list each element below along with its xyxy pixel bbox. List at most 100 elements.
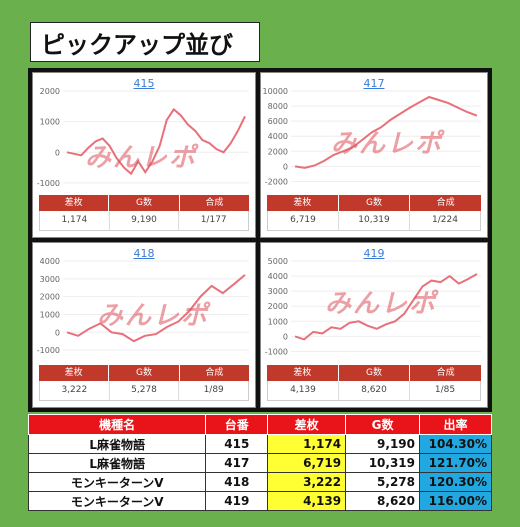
chart-panel-419: 419 5000 4000 3000 2000 1000 0 -1000 みんレポ 差枚 G… (260, 242, 488, 408)
y-tick-label: 4000 (268, 272, 288, 281)
page-title-box: ピックアップ並び (30, 22, 260, 62)
header-games: G数 (345, 414, 420, 435)
slump-graph: 2000 1000 0 -1000 (37, 87, 249, 188)
stat-header-games: G数 (109, 195, 180, 211)
cell-games: 9,190 (345, 434, 420, 454)
cell-diff: 1,174 (267, 434, 347, 454)
stats-table: 差枚 G数 合成 1,174 9,190 1/177 (39, 195, 249, 231)
y-tick-label: 4000 (40, 257, 60, 266)
stat-header-diff: 差枚 (39, 195, 110, 211)
y-tick-label: -1000 (37, 179, 60, 188)
stats-table: 差枚 G数 合成 3,222 5,278 1/89 (39, 365, 249, 401)
y-tick-label: 8000 (268, 102, 288, 111)
stat-header-games: G数 (339, 365, 411, 381)
cell-games: 5,278 (345, 472, 420, 492)
stat-value-combined: 1/224 (432, 215, 458, 225)
table-row: L麻雀物語 415 1,174 9,190 104.30% (27, 434, 492, 454)
series-line (66, 107, 246, 176)
table-row: モンキーターンV 418 3,222 5,278 120.30% (27, 472, 492, 492)
summary-header-row: 機種名 台番 差枚 G数 出率 (27, 414, 492, 435)
y-tick-label: 0 (283, 332, 288, 341)
stat-value-combined: 1/177 (200, 215, 227, 225)
cell-games: 8,620 (345, 491, 420, 511)
stats-table: 差枚 G数 合成 6,719 10,319 1/224 (267, 195, 481, 231)
stat-value-games: 5,278 (110, 381, 180, 400)
y-tick-label: -1000 (265, 347, 288, 356)
series-line (66, 274, 246, 343)
watermark: みんレポ (331, 129, 444, 159)
watermark: みんレポ (325, 289, 438, 319)
series-line (294, 95, 478, 169)
stat-header-combined: 合成 (436, 198, 455, 208)
cell-machine-name: L麻雀物語 (27, 453, 207, 473)
stat-value-combined: 1/89 (203, 385, 224, 395)
y-tick-label: 10000 (263, 87, 288, 96)
y-tick-label: 2000 (268, 147, 288, 156)
cell-payout: 120.30% (419, 472, 492, 492)
cell-payout: 104.30% (419, 434, 492, 454)
machine-number-link[interactable]: 419 (363, 247, 385, 260)
cell-machine-name: モンキーターンV (27, 472, 207, 492)
y-tick-label: 0 (283, 162, 288, 171)
stat-header-games: G数 (109, 365, 180, 381)
cell-machine-name: モンキーターンV (27, 491, 207, 511)
cell-machine-name: L麻雀物語 (27, 434, 207, 454)
table-row: モンキーターンV 419 4,139 8,620 116.00% (27, 491, 492, 511)
stat-value-diff: 1,174 (40, 211, 110, 230)
chart-panel-415: 415 2000 1000 0 -1000 みんレポ 差枚 G数 合成 1,174 9… (32, 72, 256, 238)
y-tick-label: 2000 (268, 302, 288, 311)
y-tick-label: 2000 (40, 87, 60, 96)
y-tick-label: 1000 (268, 317, 288, 326)
slump-graph: 10000 8000 6000 4000 2000 0 -2000 (263, 87, 481, 186)
cell-machine-number: 417 (205, 453, 269, 473)
y-tick-label: 2000 (40, 293, 60, 302)
stats-table: 差枚 G数 合成 4,139 8,620 1/85 (267, 365, 481, 401)
summary-table: 機種名 台番 差枚 G数 出率 L麻雀物語 415 1,174 9,190 10… (27, 414, 492, 511)
stat-value-combined: 1/85 (434, 385, 456, 395)
y-tick-label: 3000 (268, 287, 288, 296)
cell-diff: 3,222 (267, 472, 347, 492)
slump-graph: 5000 4000 3000 2000 1000 0 -1000 (265, 257, 481, 356)
stat-value-diff: 6,719 (268, 211, 339, 230)
y-tick-label: 1000 (40, 118, 60, 127)
header-machine-number: 台番 (205, 414, 269, 435)
stat-header-combined: 合成 (205, 368, 224, 378)
watermark: みんレポ (97, 301, 210, 331)
machine-number-link[interactable]: 415 (133, 77, 155, 90)
machine-number-link[interactable]: 418 (133, 247, 155, 260)
header-machine-name: 機種名 (27, 414, 207, 435)
y-tick-label: -2000 (265, 177, 288, 186)
y-tick-label: 4000 (268, 132, 288, 141)
stat-header-diff: 差枚 (267, 365, 339, 381)
y-tick-label: 5000 (268, 257, 288, 266)
header-payout: 出率 (419, 414, 492, 435)
y-tick-label: 6000 (268, 117, 288, 126)
stat-value-diff: 3,222 (40, 381, 110, 400)
watermark: みんレポ (85, 143, 198, 173)
y-tick-label: 0 (55, 328, 60, 337)
cell-diff: 6,719 (267, 453, 347, 473)
series-line (294, 273, 478, 341)
cell-games: 10,319 (345, 453, 420, 473)
stat-value-games: 10,319 (339, 211, 410, 230)
y-tick-label: 3000 (40, 275, 60, 284)
table-row: L麻雀物語 417 6,719 10,319 121.70% (27, 453, 492, 473)
stat-value-diff: 4,139 (268, 381, 339, 400)
header-diff: 差枚 (267, 414, 347, 435)
stat-header-combined: 合成 (436, 368, 455, 378)
cell-machine-number: 418 (205, 472, 269, 492)
machine-number-link[interactable]: 417 (363, 77, 385, 90)
slump-graph: 4000 3000 2000 1000 0 -1000 (37, 257, 249, 355)
chart-panel-417: 417 10000 8000 6000 4000 2000 0 -2000 みんレポ 差枚 … (260, 72, 488, 238)
cell-payout: 121.70% (419, 453, 492, 473)
stat-header-diff: 差枚 (39, 365, 110, 381)
cell-diff: 4,139 (267, 491, 347, 511)
stat-value-games: 9,190 (110, 211, 180, 230)
y-tick-label: -1000 (37, 346, 60, 355)
chart-panel-418: 418 4000 3000 2000 1000 0 -1000 みんレポ 差枚 G数 合成… (32, 242, 256, 408)
cell-machine-number: 415 (205, 434, 269, 454)
page-title: ピックアップ並び (41, 30, 233, 59)
stat-header-diff: 差枚 (267, 195, 339, 211)
stat-header-combined: 合成 (205, 198, 224, 208)
cell-payout: 116.00% (419, 491, 492, 511)
